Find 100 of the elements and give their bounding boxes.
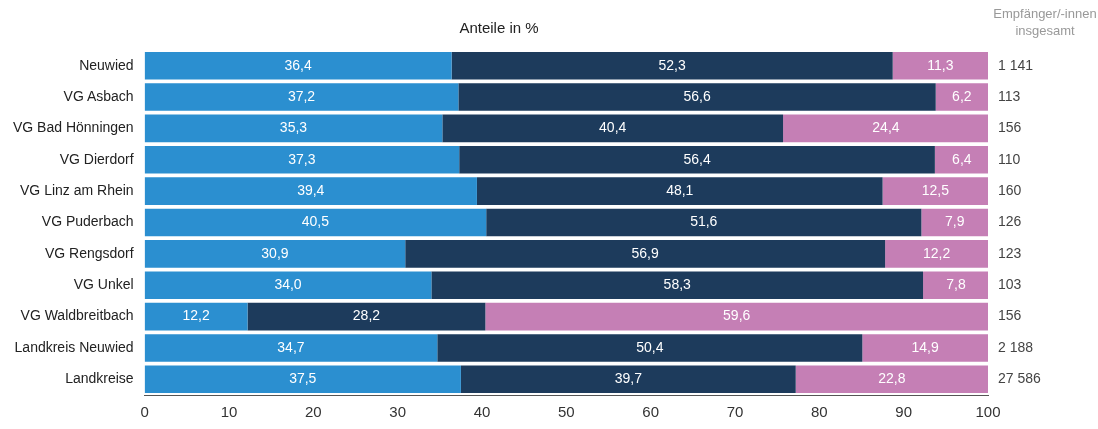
bar [485,302,988,331]
y-tick-label: VG Waldbreitbach [20,307,134,324]
text: 37,2 [287,87,316,104]
text: 27 586 [998,370,1042,387]
bar [144,271,432,300]
text: 34,0 [274,276,302,293]
bar [144,302,248,331]
bar [486,208,922,237]
bar [459,145,935,174]
y-tick-label: VG Rengsdorf [44,244,134,261]
y-tick-label: VG Unkel [73,276,134,293]
text: 12,2 [182,307,210,324]
text: 14,9 [911,338,939,355]
bar [921,208,988,237]
text: 51,6 [690,213,718,230]
bar [144,365,461,394]
text: Empfänger/-innen insgesamt [993,5,1097,38]
chart-title: Anteile in % [459,19,539,37]
y-tick-label: Landkreis Neuwied [14,338,134,355]
text: 56,6 [683,87,711,104]
text: 56,9 [631,244,659,261]
bar [882,177,988,205]
text: 12,5 [921,182,949,198]
bar [144,145,460,174]
bar [144,114,443,143]
text: 6,4 [952,150,972,167]
bar [795,365,988,394]
bar [783,114,988,143]
bar [437,334,863,362]
bar [460,365,796,394]
y-tick-label: VG Linz am Rhein [20,182,134,198]
text: 123 [998,244,1022,261]
text: 103 [998,276,1022,293]
text: 6,2 [952,87,972,104]
bar [476,177,883,205]
text: 156 [998,307,1022,324]
bar [934,145,988,174]
text: 22,8 [878,370,906,387]
x-tick-label: 40 [473,403,491,421]
text: 1 141 [998,56,1034,73]
bar [442,114,784,143]
text: 39,4 [297,182,325,198]
text: 126 [998,213,1022,230]
text: 48,1 [666,182,694,198]
x-tick-label: 100 [975,403,1001,421]
bar [144,240,406,268]
bar [935,83,988,111]
text: 7,8 [946,276,966,293]
bar [892,51,988,80]
text: 56,4 [683,150,711,167]
text: 28,2 [352,307,381,324]
text: 37,3 [288,150,316,167]
bar [144,334,438,362]
x-tick-label: 90 [895,403,913,421]
text: 156 [998,119,1022,136]
bar [862,334,988,362]
bar [144,83,459,111]
text: 36,4 [284,56,312,73]
text: 37,5 [289,370,317,387]
x-tick-label: 10 [220,403,238,421]
text: 35,3 [279,119,308,136]
bar [458,83,936,111]
text: 40,4 [599,119,627,136]
x-tick-label: 70 [726,403,744,421]
x-tick-label: 0 [140,403,149,421]
x-tick-label: 20 [304,403,322,421]
text: 2 188 [998,338,1034,355]
x-tick-label: 50 [557,403,575,421]
text: 58,3 [663,276,691,293]
text: 11,3 [927,56,954,73]
text: 30,9 [261,244,289,261]
bar [144,208,487,237]
bar [144,177,477,205]
text: 113 [998,87,1021,104]
text: 12,2 [922,244,951,261]
bar [405,240,886,268]
bar [431,271,924,300]
bar [247,302,486,331]
text: 34,7 [277,338,305,355]
x-tick-label: 80 [810,403,828,421]
bar [451,51,893,80]
text: 24,4 [872,119,900,136]
text: 110 [998,150,1021,167]
text: 39,7 [614,370,642,387]
y-tick-label: Landkreise [65,370,134,387]
x-tick-label: 60 [642,403,659,421]
text: 40,5 [301,213,330,230]
y-tick-label: VG Bad Hönningen [13,119,134,136]
x-tick-label: 30 [389,403,406,421]
bar [144,51,452,80]
y-tick-label: Neuwied [79,56,134,73]
text: 52,3 [658,56,686,73]
y-tick-label: VG Dierdorf [59,150,134,167]
bar [923,271,988,300]
bar [885,240,988,268]
y-tick-label: VG Puderbach [41,213,134,230]
text: 59,6 [723,307,751,324]
y-tick-label: VG Asbach [63,87,134,104]
text: 50,4 [636,338,664,355]
text: 160 [998,182,1022,198]
